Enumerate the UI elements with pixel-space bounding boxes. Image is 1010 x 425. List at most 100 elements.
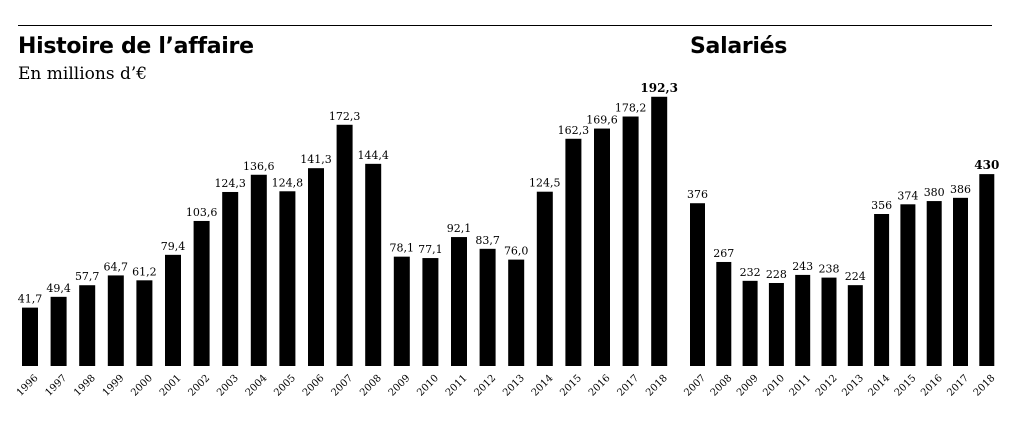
- revenue-value-label: 49,4: [46, 282, 71, 295]
- revenue-bar-2002: [193, 220, 210, 366]
- revenue-year-tick: 2012: [472, 373, 498, 399]
- revenue-value-label: 144,4: [357, 149, 389, 162]
- revenue-year-tick: 2013: [501, 373, 527, 399]
- revenue-bar-2003: [222, 191, 239, 366]
- employees-bar-2014: [874, 214, 890, 366]
- revenue-value-label: 172,3: [329, 110, 361, 123]
- revenue-year-tick: 2003: [215, 373, 241, 399]
- revenue-value-label: 178,2: [615, 102, 647, 115]
- employees-bar-2011: [795, 274, 811, 366]
- revenue-value-label: 124,5: [529, 177, 561, 190]
- revenue-bar-2012: [479, 248, 496, 366]
- revenue-value-label: 136,6: [243, 160, 275, 173]
- top-divider-line: [18, 25, 992, 26]
- revenue-value-label: 169,6: [586, 114, 618, 127]
- employees-year-tick: 2017: [945, 373, 971, 399]
- revenue-chart-subtitle: En millions d’€: [18, 64, 148, 84]
- revenue-value-label: 61,2: [132, 265, 157, 278]
- employees-value-label: 243: [792, 260, 813, 273]
- revenue-value-label: 103,6: [186, 206, 218, 219]
- employees-value-label: 238: [819, 263, 840, 276]
- employees-year-tick: 2016: [919, 373, 945, 399]
- employees-value-label: 430: [974, 158, 999, 172]
- revenue-year-tick: 2014: [530, 373, 556, 399]
- revenue-bar-2014: [536, 191, 553, 366]
- employees-bar-2007: [690, 203, 705, 366]
- revenue-value-label: 77,1: [418, 243, 443, 256]
- employees-chart-title: Salariés: [690, 34, 788, 59]
- revenue-year-tick: 2006: [301, 373, 327, 399]
- revenue-year-tick: 1997: [43, 373, 69, 399]
- employees-bar-2018: [979, 174, 995, 366]
- revenue-value-label: 57,7: [75, 270, 100, 283]
- revenue-bar-2016: [594, 128, 610, 366]
- revenue-year-tick: 2018: [644, 373, 670, 399]
- revenue-year-tick: 2009: [387, 373, 413, 399]
- employees-year-tick: 2008: [709, 373, 735, 399]
- revenue-bar-2005: [279, 191, 296, 366]
- revenue-bar-2015: [565, 138, 582, 366]
- revenue-year-tick: 2016: [587, 373, 613, 399]
- employees-bar-2013: [847, 285, 863, 366]
- employees-year-tick: 2018: [972, 373, 998, 399]
- employees-value-label: 374: [897, 189, 918, 202]
- revenue-bar-2013: [508, 259, 525, 366]
- revenue-value-label: 78,1: [390, 242, 415, 255]
- revenue-year-tick: 2005: [272, 373, 298, 399]
- revenue-value-label: 83,7: [475, 234, 500, 247]
- revenue-bar-2001: [165, 254, 181, 366]
- revenue-bar-2010: [422, 258, 439, 366]
- revenue-bar-2018: [651, 96, 668, 366]
- revenue-value-label: 124,3: [214, 177, 246, 190]
- revenue-value-label: 41,7: [18, 293, 43, 306]
- employees-value-label: 228: [766, 268, 787, 281]
- revenue-value-label: 141,3: [300, 153, 332, 166]
- employees-bar-2012: [821, 277, 837, 366]
- revenue-year-tick: 2017: [615, 373, 641, 399]
- employees-bar-2009: [742, 280, 758, 366]
- revenue-year-tick: 2001: [158, 373, 184, 399]
- revenue-bar-2017: [622, 116, 639, 367]
- revenue-year-tick: 2007: [329, 373, 355, 399]
- employees-bar-2016: [926, 201, 942, 366]
- employees-year-tick: 2009: [735, 373, 761, 399]
- employees-year-tick: 2011: [788, 373, 814, 399]
- revenue-year-tick: 1999: [101, 373, 127, 399]
- revenue-year-tick: 2015: [558, 373, 584, 399]
- employees-value-label: 224: [845, 270, 866, 283]
- revenue-chart-title: Histoire de l’affaire: [18, 34, 254, 59]
- employees-year-tick: 2010: [761, 373, 787, 399]
- revenue-year-tick: 1998: [72, 373, 98, 399]
- employees-bar-2008: [716, 261, 732, 366]
- revenue-bar-1999: [107, 275, 124, 366]
- employees-value-label: 356: [871, 199, 892, 212]
- revenue-bar-2011: [451, 237, 467, 366]
- employees-bar-2010: [768, 282, 784, 366]
- revenue-bar-2007: [336, 124, 353, 366]
- revenue-bar-2006: [308, 168, 324, 366]
- revenue-bar-1996: [22, 307, 38, 366]
- revenue-year-tick: 1996: [15, 373, 41, 399]
- revenue-value-label: 79,4: [161, 240, 186, 253]
- revenue-year-tick: 2010: [415, 373, 441, 399]
- revenue-value-label: 64,7: [104, 260, 129, 273]
- revenue-year-tick: 2008: [358, 373, 384, 399]
- employees-year-tick: 2013: [840, 373, 866, 399]
- revenue-chart: 41,7 1996 49,4 1997 57,7 1998 64,7 1999 61,2 2000…: [15, 81, 678, 399]
- employees-value-label: 386: [950, 183, 971, 196]
- revenue-value-label: 124,8: [272, 176, 304, 189]
- revenue-bar-2004: [250, 174, 267, 366]
- revenue-value-label: 92,1: [447, 222, 472, 235]
- revenue-year-tick: 2011: [444, 373, 470, 399]
- employees-bar-2017: [953, 197, 968, 366]
- employees-value-label: 267: [713, 247, 734, 260]
- revenue-bar-2008: [365, 163, 382, 366]
- revenue-year-tick: 2000: [129, 373, 155, 399]
- employees-value-label: 376: [687, 188, 708, 201]
- revenue-bar-2000: [136, 280, 153, 366]
- revenue-bar-1998: [79, 285, 96, 366]
- employees-value-label: 232: [740, 266, 761, 279]
- employees-year-tick: 2012: [814, 373, 840, 399]
- employees-bar-2015: [900, 204, 916, 366]
